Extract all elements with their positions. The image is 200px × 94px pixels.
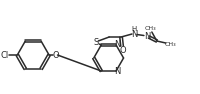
Text: Cl: Cl <box>1 50 9 60</box>
Text: O: O <box>53 50 59 60</box>
Text: CH₃: CH₃ <box>145 25 157 31</box>
Text: S: S <box>94 38 99 47</box>
Text: N: N <box>114 39 120 49</box>
Text: N: N <box>114 67 120 77</box>
Text: H: H <box>131 26 137 32</box>
Text: O: O <box>120 45 126 55</box>
Text: N: N <box>131 30 137 39</box>
Text: CH₃: CH₃ <box>165 42 177 47</box>
Text: N: N <box>144 31 151 41</box>
